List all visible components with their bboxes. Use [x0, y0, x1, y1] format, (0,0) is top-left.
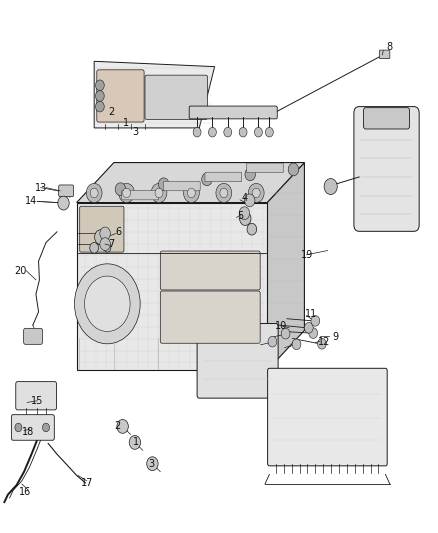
Circle shape — [58, 196, 69, 210]
Circle shape — [193, 127, 201, 137]
FancyBboxPatch shape — [97, 70, 144, 122]
FancyBboxPatch shape — [205, 172, 242, 182]
FancyBboxPatch shape — [160, 291, 260, 343]
Polygon shape — [267, 163, 304, 370]
Circle shape — [245, 168, 255, 181]
Text: 18: 18 — [22, 427, 35, 437]
Circle shape — [42, 423, 49, 432]
Circle shape — [265, 127, 273, 137]
Circle shape — [100, 238, 110, 251]
Polygon shape — [77, 203, 267, 370]
FancyBboxPatch shape — [160, 251, 260, 290]
Circle shape — [115, 183, 126, 196]
FancyBboxPatch shape — [24, 328, 42, 344]
Text: 19: 19 — [300, 250, 313, 260]
Text: 16: 16 — [19, 488, 32, 497]
Circle shape — [95, 101, 104, 112]
Text: 14: 14 — [25, 197, 38, 206]
Circle shape — [85, 276, 130, 332]
Text: 11: 11 — [305, 310, 317, 319]
Circle shape — [95, 80, 104, 91]
Circle shape — [90, 243, 99, 253]
Circle shape — [104, 244, 111, 252]
Circle shape — [15, 423, 22, 432]
Circle shape — [187, 188, 195, 198]
FancyBboxPatch shape — [247, 163, 283, 173]
Circle shape — [220, 188, 228, 198]
Circle shape — [268, 336, 277, 347]
FancyBboxPatch shape — [163, 181, 200, 191]
Circle shape — [248, 183, 264, 203]
Text: 2: 2 — [114, 422, 120, 431]
Circle shape — [129, 435, 141, 449]
FancyBboxPatch shape — [16, 382, 57, 410]
Text: 20: 20 — [14, 266, 27, 276]
Circle shape — [119, 183, 134, 203]
FancyBboxPatch shape — [80, 206, 124, 252]
FancyBboxPatch shape — [197, 324, 278, 398]
Circle shape — [208, 127, 216, 137]
Text: 17: 17 — [81, 478, 94, 488]
Circle shape — [292, 339, 301, 350]
Circle shape — [74, 264, 140, 344]
Circle shape — [240, 212, 251, 225]
Circle shape — [224, 127, 232, 137]
Circle shape — [155, 188, 163, 198]
Polygon shape — [77, 163, 304, 203]
Text: 2: 2 — [109, 107, 115, 117]
Text: 6: 6 — [115, 227, 121, 237]
Circle shape — [309, 328, 318, 338]
Text: 10: 10 — [275, 321, 287, 331]
Circle shape — [281, 328, 290, 339]
Text: 1: 1 — [123, 118, 129, 127]
Circle shape — [123, 188, 131, 198]
Circle shape — [239, 127, 247, 137]
Circle shape — [254, 127, 262, 137]
Circle shape — [318, 338, 326, 349]
Text: 15: 15 — [31, 396, 43, 406]
Circle shape — [159, 178, 169, 191]
Circle shape — [216, 183, 232, 203]
Text: 7: 7 — [109, 239, 115, 249]
FancyBboxPatch shape — [189, 106, 277, 119]
Text: 4: 4 — [241, 193, 247, 203]
Circle shape — [311, 316, 320, 326]
FancyBboxPatch shape — [11, 415, 54, 440]
Circle shape — [184, 183, 199, 203]
FancyBboxPatch shape — [379, 50, 390, 59]
Circle shape — [147, 457, 158, 471]
Text: 5: 5 — [237, 212, 243, 221]
Circle shape — [247, 223, 257, 235]
Circle shape — [117, 419, 128, 433]
Text: 12: 12 — [318, 337, 330, 347]
Circle shape — [288, 163, 299, 176]
Circle shape — [90, 188, 98, 198]
FancyBboxPatch shape — [59, 185, 74, 197]
Circle shape — [239, 207, 250, 220]
Text: 3: 3 — [148, 459, 154, 469]
Circle shape — [95, 91, 104, 101]
FancyBboxPatch shape — [122, 190, 159, 200]
Text: 9: 9 — [332, 332, 338, 342]
FancyBboxPatch shape — [145, 75, 208, 119]
Circle shape — [304, 322, 313, 333]
Circle shape — [244, 194, 255, 207]
Text: 13: 13 — [35, 183, 47, 192]
Text: 1: 1 — [133, 438, 139, 447]
Circle shape — [86, 183, 102, 203]
Circle shape — [151, 183, 167, 203]
Circle shape — [324, 179, 337, 195]
Text: 3: 3 — [132, 127, 138, 137]
FancyBboxPatch shape — [268, 368, 387, 466]
Circle shape — [100, 227, 110, 240]
FancyBboxPatch shape — [364, 108, 410, 129]
Circle shape — [252, 188, 260, 198]
Polygon shape — [94, 61, 215, 128]
Text: 8: 8 — [387, 42, 393, 52]
Circle shape — [95, 230, 107, 245]
Circle shape — [201, 173, 212, 185]
FancyBboxPatch shape — [354, 107, 419, 231]
